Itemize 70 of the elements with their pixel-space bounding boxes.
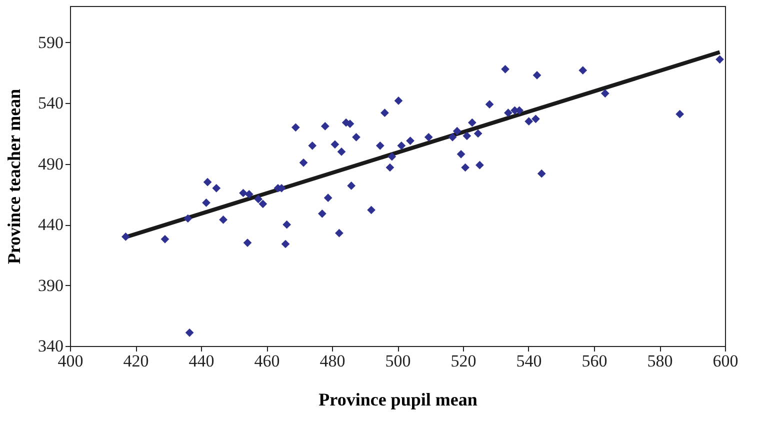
- point: [281, 240, 290, 248]
- point: [243, 238, 252, 247]
- y-axis-title: Province teacher mean: [4, 88, 24, 264]
- point: [676, 110, 684, 118]
- point: [501, 64, 510, 74]
- point: [258, 200, 268, 208]
- point: [185, 328, 194, 337]
- point: [532, 71, 542, 80]
- point: [244, 190, 254, 198]
- y-tick-label: 490: [38, 154, 64, 174]
- point: [254, 194, 262, 204]
- point: [376, 141, 384, 150]
- point: [462, 132, 472, 140]
- point: [320, 122, 330, 130]
- x-tick-label: 440: [188, 352, 214, 370]
- point: [352, 132, 360, 142]
- point: [456, 150, 466, 158]
- point: [318, 209, 326, 218]
- x-tick-label: 480: [320, 352, 346, 370]
- point: [160, 234, 170, 244]
- point: [282, 220, 291, 229]
- point: [330, 140, 340, 149]
- point: [406, 136, 414, 145]
- x-tick-label: 560: [582, 352, 608, 370]
- y-tick-label: 540: [38, 94, 64, 113]
- point: [504, 108, 512, 118]
- point: [291, 123, 300, 132]
- point: [219, 216, 228, 224]
- point: [121, 232, 130, 241]
- y-tick-label: 390: [38, 276, 64, 295]
- point: [716, 55, 724, 64]
- point: [397, 141, 406, 150]
- point: [212, 184, 221, 192]
- y-tick-label: 590: [38, 32, 64, 52]
- point: [448, 132, 457, 142]
- point: [524, 117, 534, 126]
- point: [532, 114, 540, 124]
- point: [324, 194, 332, 202]
- point: [308, 141, 317, 150]
- x-tick-label: 540: [516, 352, 542, 370]
- point: [347, 182, 356, 190]
- point: [299, 158, 308, 167]
- point: [485, 100, 494, 109]
- point: [388, 152, 396, 161]
- y-tick-label: 440: [38, 215, 64, 234]
- x-tick-label: 460: [254, 352, 280, 370]
- point: [476, 160, 484, 170]
- point: [461, 163, 470, 172]
- x-tick-label: 580: [647, 352, 673, 370]
- point: [452, 126, 462, 136]
- point: [578, 66, 588, 75]
- point: [424, 132, 433, 142]
- x-tick-label: 420: [123, 352, 149, 370]
- x-axis-title: Province pupil mean: [318, 390, 478, 410]
- point: [394, 96, 403, 105]
- x-tick-label: 600: [712, 352, 738, 370]
- point: [203, 178, 212, 186]
- point: [337, 148, 346, 156]
- point: [600, 89, 610, 98]
- point: [184, 214, 192, 223]
- point: [335, 228, 344, 238]
- point: [386, 163, 394, 172]
- point: [537, 169, 546, 178]
- point: [468, 118, 476, 127]
- point: [367, 206, 376, 214]
- point: [474, 129, 482, 138]
- x-tick-label: 500: [385, 352, 411, 370]
- point: [380, 108, 389, 118]
- point: [202, 198, 210, 207]
- x-tick-label: 520: [450, 352, 476, 370]
